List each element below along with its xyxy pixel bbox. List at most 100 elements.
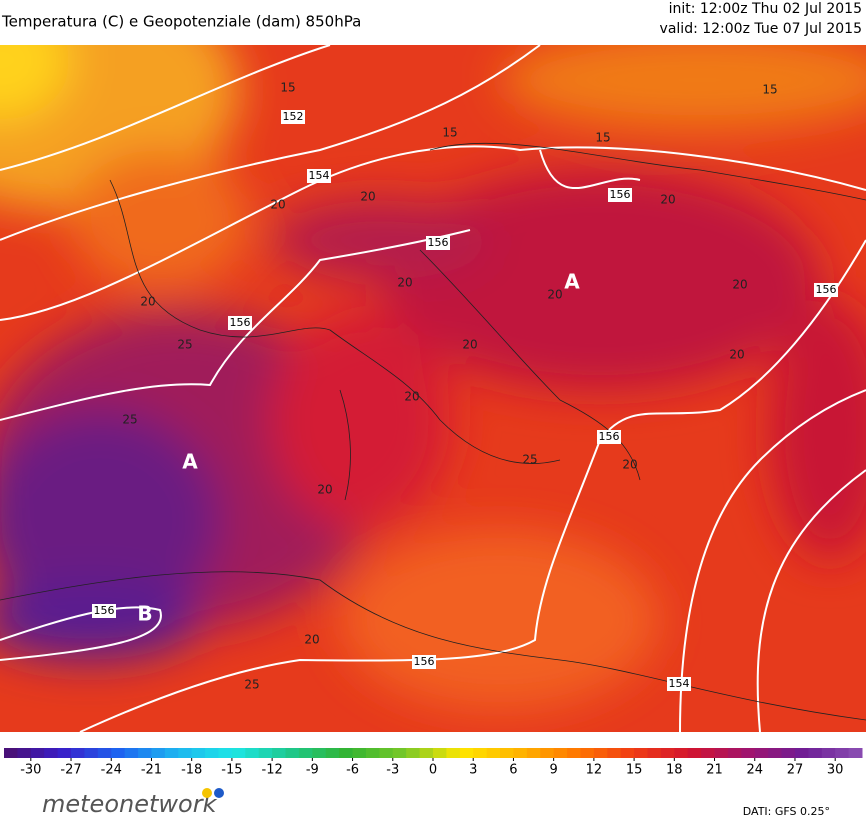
colorbar-segment (647, 748, 662, 758)
colorbar-segment (312, 748, 327, 758)
isotherm-label: 20 (462, 338, 477, 352)
label-box (281, 110, 305, 124)
colorbar-segment (620, 748, 635, 758)
isotherm-label: 20 (622, 458, 637, 472)
colorbar-segment (339, 748, 354, 758)
colorbar-segment (17, 748, 32, 758)
colorbar-tick-label: -27 (60, 763, 81, 778)
colorbar-segment (164, 748, 179, 758)
colorbar-segment (500, 748, 514, 758)
colorbar-tick-label: 27 (787, 763, 804, 778)
pressure-center: A (182, 450, 198, 474)
isotherm-label: 20 (397, 276, 412, 290)
colorbar-tick-label: -21 (141, 763, 162, 778)
colorbar: -30 -27 -24 -21 -18 -15 -12 -9 -6 -3 0 3 6 9 12 15 18 21 2… (4, 748, 863, 778)
colorbar-tick-label: 12 (586, 763, 603, 778)
isotherm-label: 20 (547, 288, 562, 302)
geopotential-label: 156 (599, 430, 620, 443)
isotherm-label: 20 (140, 295, 155, 309)
colorbar-segment (513, 748, 528, 758)
geopotential-label: 152 (283, 110, 304, 123)
isotherm-label: 15 (280, 81, 295, 95)
data-source: DATI: GFS 0.25° (743, 805, 830, 818)
label-box (608, 188, 632, 202)
isotherm-label: 15 (762, 83, 777, 97)
colorbar-segment (365, 748, 380, 758)
colorbar-segment (634, 748, 648, 758)
geopotential-label: 156 (94, 604, 115, 617)
geopotential-label: 156 (414, 655, 435, 668)
isotherm-label: 20 (270, 198, 285, 212)
colorbar-tick-label: -9 (306, 763, 319, 778)
colorbar-segment (540, 748, 555, 758)
init-time: init: 12:00z Thu 02 Jul 2015 (669, 1, 862, 17)
colorbar-segment (30, 748, 45, 758)
colorbar-segment (835, 748, 850, 758)
isotherm-label: 25 (122, 413, 137, 427)
colorbar-tick-label: 24 (746, 763, 763, 778)
colorbar-segment (285, 748, 300, 758)
colorbar-segment (97, 748, 112, 758)
colorbar-segment (660, 748, 675, 758)
colorbar-segment (406, 748, 421, 758)
colorbar-segment (124, 748, 139, 758)
colorbar-tick-label: 30 (827, 763, 844, 778)
colorbar-segment (419, 748, 434, 758)
colorbar-segment (44, 748, 59, 758)
colorbar-segment (258, 748, 273, 758)
colorbar-segment (486, 748, 501, 758)
label-box (667, 677, 691, 691)
colorbar-segment (553, 748, 568, 758)
colorbar-segment (701, 748, 716, 758)
colorbar-tick-label: 9 (550, 763, 558, 778)
isotherm-label: 20 (732, 278, 747, 292)
map (0, 45, 866, 732)
label-box (92, 604, 116, 618)
colorbar-segment (151, 748, 166, 758)
colorbar-segment (205, 748, 219, 758)
colorbar-segment (754, 748, 769, 758)
pressure-center: B (137, 602, 152, 626)
colorbar-segment (794, 748, 809, 758)
colorbar-segment (808, 748, 823, 758)
colorbar-segment (768, 748, 783, 758)
isotherm-label: 20 (317, 483, 332, 497)
logo-dot (202, 788, 212, 798)
colorbar-tick-label: 0 (429, 763, 437, 778)
colorbar-segment (687, 748, 702, 758)
colorbar-segment (191, 748, 206, 758)
colorbar-segment (111, 748, 126, 758)
colorbar-segment (607, 748, 622, 758)
colorbar-tick-label: -18 (181, 763, 202, 778)
colorbar-tick-label: -24 (101, 763, 122, 778)
colorbar-segment (580, 748, 595, 758)
colorbar-tick-label: 21 (706, 763, 723, 778)
title: Temperatura (C) e Geopotenziale (dam) 85… (1, 13, 361, 31)
colorbar-segment (593, 748, 608, 758)
label-box (228, 316, 252, 330)
isotherm-label: 15 (595, 131, 610, 145)
colorbar-segment (741, 748, 756, 758)
colorbar-segment (325, 748, 340, 758)
label-box (307, 169, 331, 183)
colorbar-tick-label: -15 (221, 763, 242, 778)
colorbar-tick-label: -6 (346, 763, 359, 778)
colorbar-segment (848, 748, 863, 758)
colorbar-tick-label: -30 (20, 763, 41, 778)
map-labels: A A B 156 156 156 156 156 156 156 154 154 152 15 15 15 1… (92, 81, 838, 692)
colorbar-tick-label: -12 (262, 763, 283, 778)
colorbar-segment (727, 748, 742, 758)
colorbar-segment (138, 748, 152, 758)
colorbar-segment (674, 748, 689, 758)
colorbar-segment (71, 748, 85, 758)
geopotential-label: 154 (309, 169, 330, 182)
colorbar-segment (245, 748, 260, 758)
label-box (597, 430, 621, 444)
logo: meteonetwork (42, 790, 218, 818)
label-box (814, 283, 838, 297)
pressure-center: A (564, 270, 580, 294)
colorbar-segment (526, 748, 541, 758)
colorbar-segment (84, 748, 99, 758)
colorbar-tick-label: 18 (666, 763, 683, 778)
